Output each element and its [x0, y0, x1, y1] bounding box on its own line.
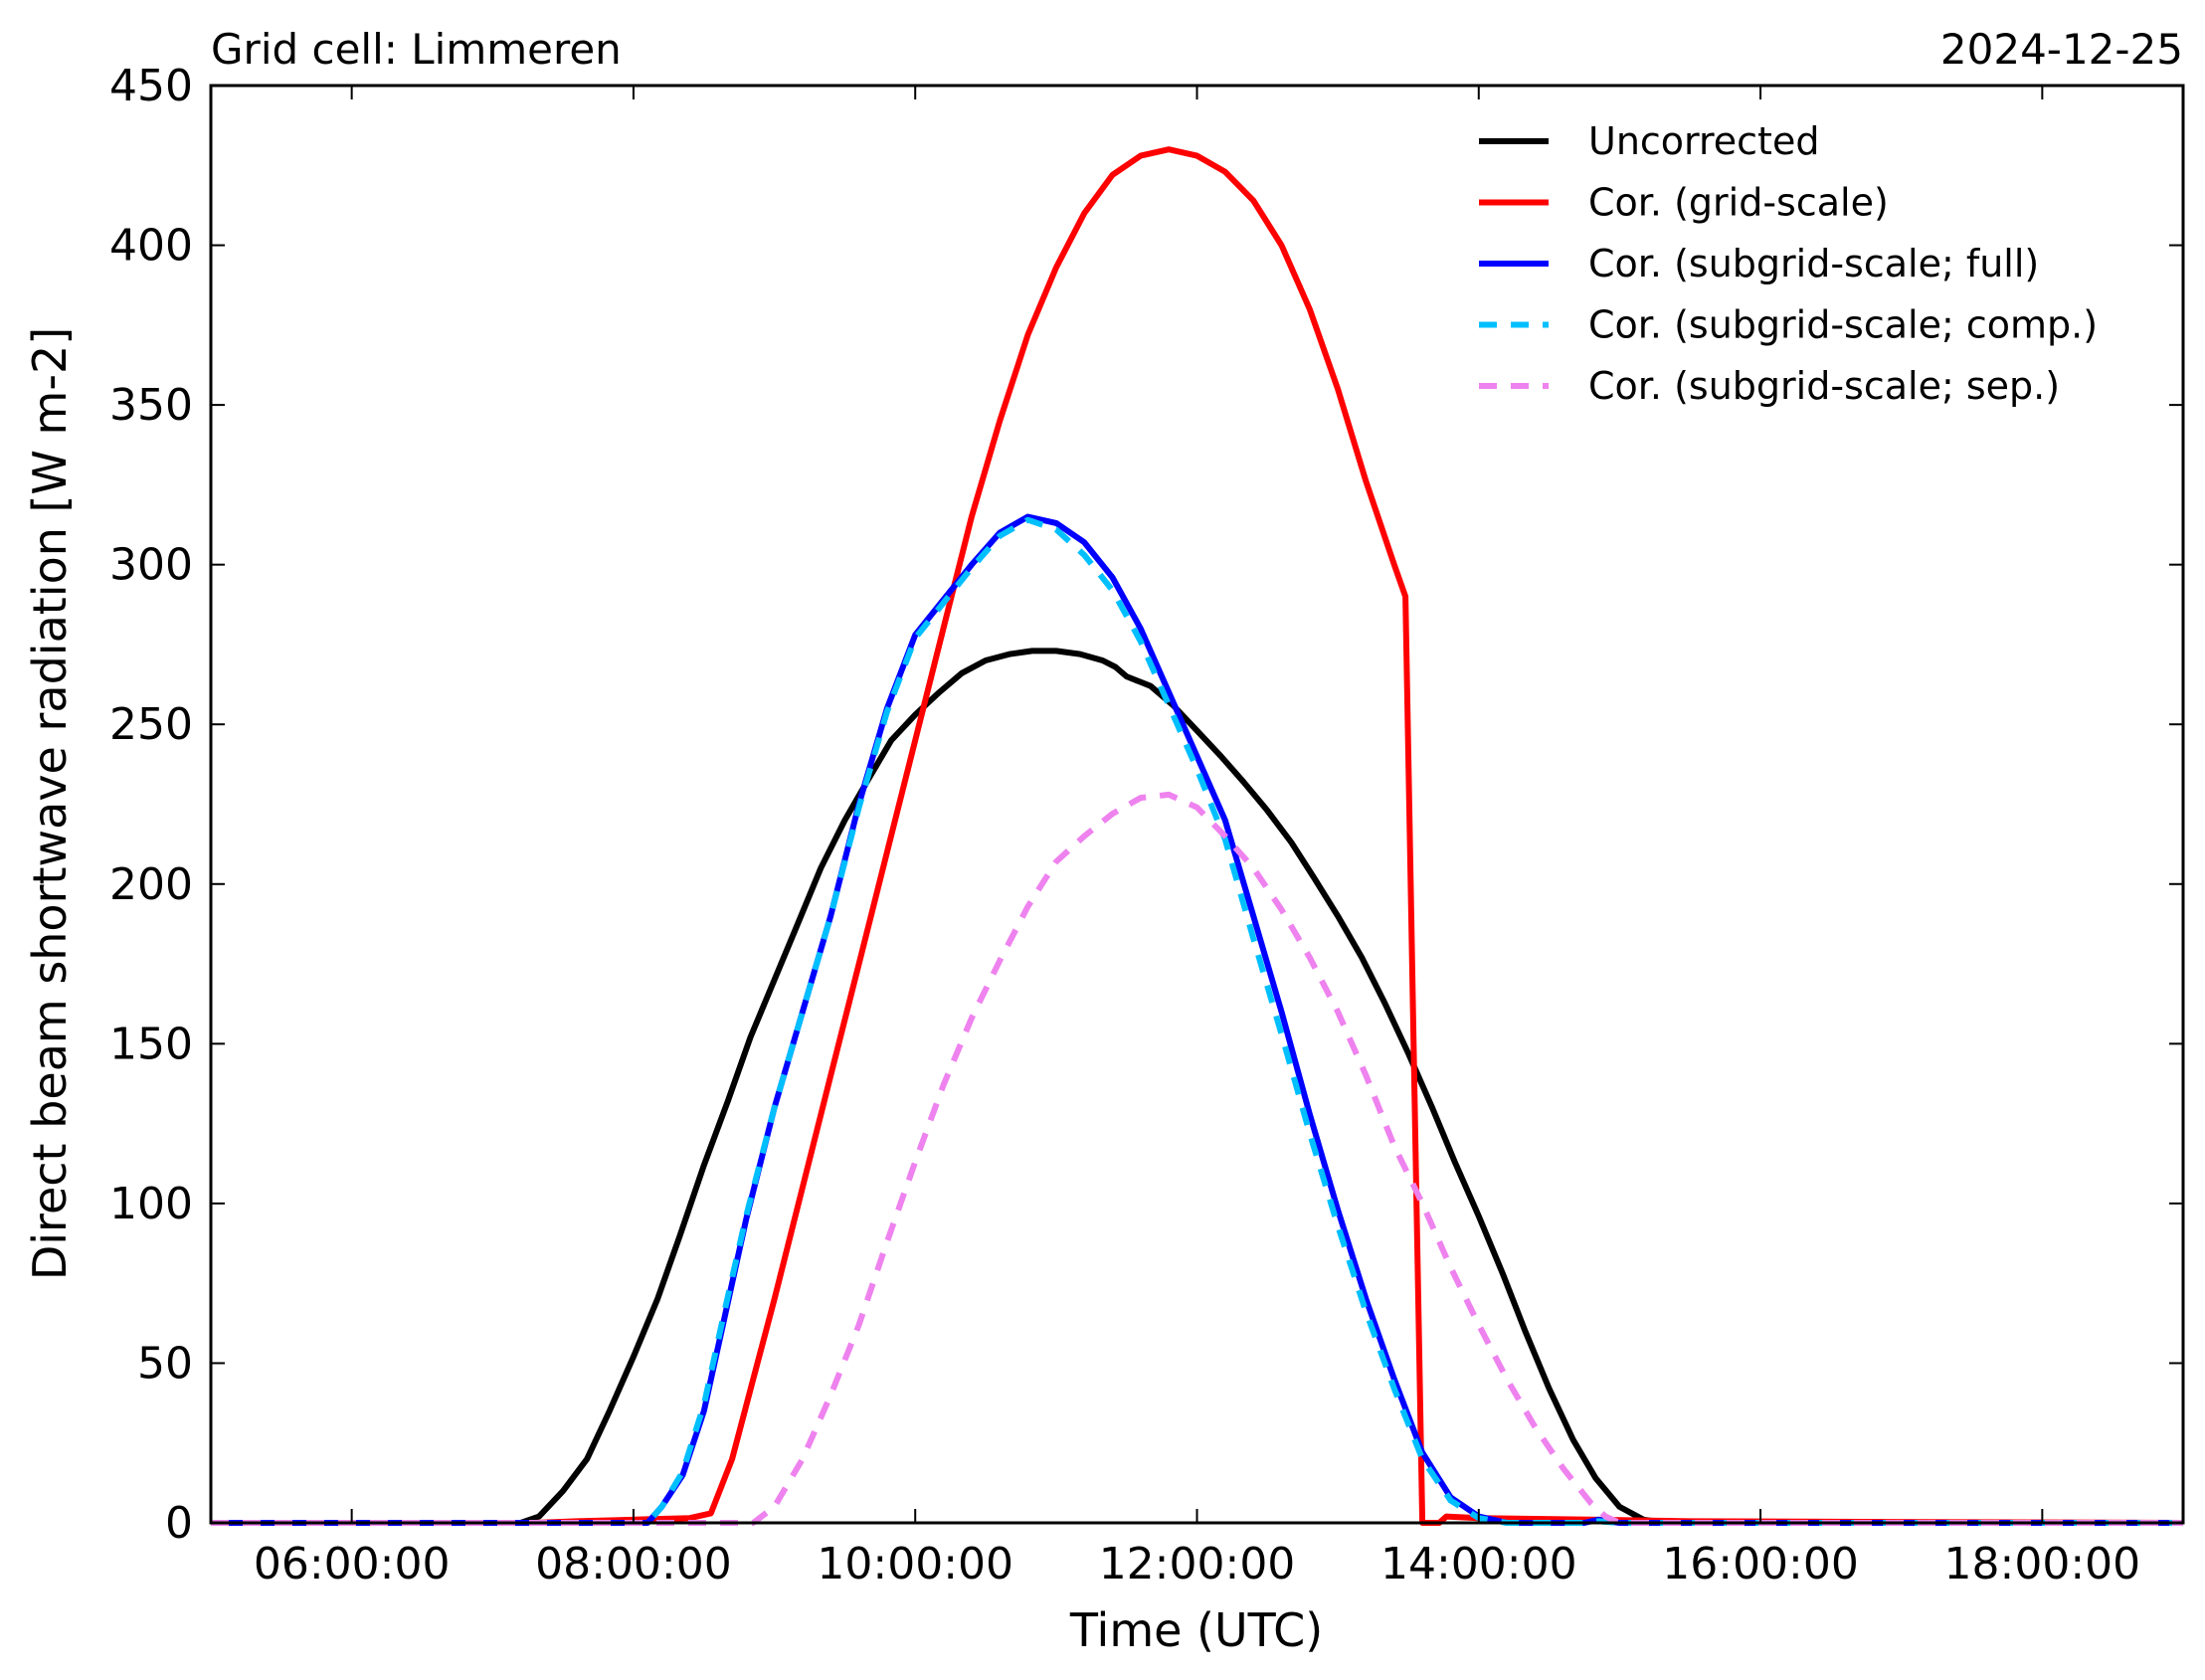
legend-label-1: Cor. (grid-scale): [1588, 181, 1889, 225]
y-axis-label: Direct beam shortwave radiation [W m-2]: [23, 327, 77, 1280]
x-tick-label-6: 18:00:00: [1944, 1539, 2141, 1589]
y-axis: 0 50 100 150 200 250 300 350 400 450: [109, 61, 2183, 1549]
legend-label-3: Cor. (subgrid-scale; comp.): [1588, 303, 2098, 347]
y-tick-label-7: 350: [109, 380, 193, 431]
x-tick-label-5: 16:00:00: [1662, 1539, 1859, 1589]
series-line-0: [211, 648, 2183, 1526]
y-tick-label-6: 300: [109, 540, 193, 591]
x-tick-label-0: 06:00:00: [254, 1539, 451, 1589]
x-axis-label: Time (UTC): [1069, 1603, 1323, 1657]
series-line-4: [211, 791, 2183, 1526]
legend-label-4: Cor. (subgrid-scale; sep.): [1588, 364, 2060, 408]
series-line-3: [211, 516, 2183, 1526]
y-tick-label-3: 150: [109, 1019, 193, 1069]
legend-label-0: Uncorrected: [1588, 119, 1819, 163]
x-tick-label-3: 12:00:00: [1099, 1539, 1296, 1589]
y-tick-label-0: 0: [165, 1498, 193, 1549]
y-tick-label-8: 400: [109, 221, 193, 272]
series-line-2: [211, 513, 2183, 1526]
y-tick-label-2: 100: [109, 1179, 193, 1229]
x-tick-label-2: 10:00:00: [817, 1539, 1013, 1589]
x-tick-label-4: 14:00:00: [1380, 1539, 1577, 1589]
chart-title-right: 2024-12-25: [1940, 25, 2183, 74]
x-axis: 06:00:00 08:00:00 10:00:00 12:00:00 14:00:00…: [254, 86, 2140, 1589]
y-tick-label-4: 200: [109, 859, 193, 910]
series-layer: [211, 146, 2184, 1526]
y-tick-label-9: 450: [109, 61, 193, 111]
chart-title-left: Grid cell: Limmeren: [211, 25, 622, 74]
y-tick-label-1: 50: [137, 1338, 193, 1389]
x-tick-label-1: 08:00:00: [535, 1539, 732, 1589]
legend-label-2: Cor. (subgrid-scale; full): [1588, 242, 2039, 285]
y-tick-label-5: 250: [109, 699, 193, 750]
series-line-1: [211, 146, 2184, 1526]
legend: Uncorrected Cor. (grid-scale) Cor. (subgri…: [1479, 119, 2098, 408]
